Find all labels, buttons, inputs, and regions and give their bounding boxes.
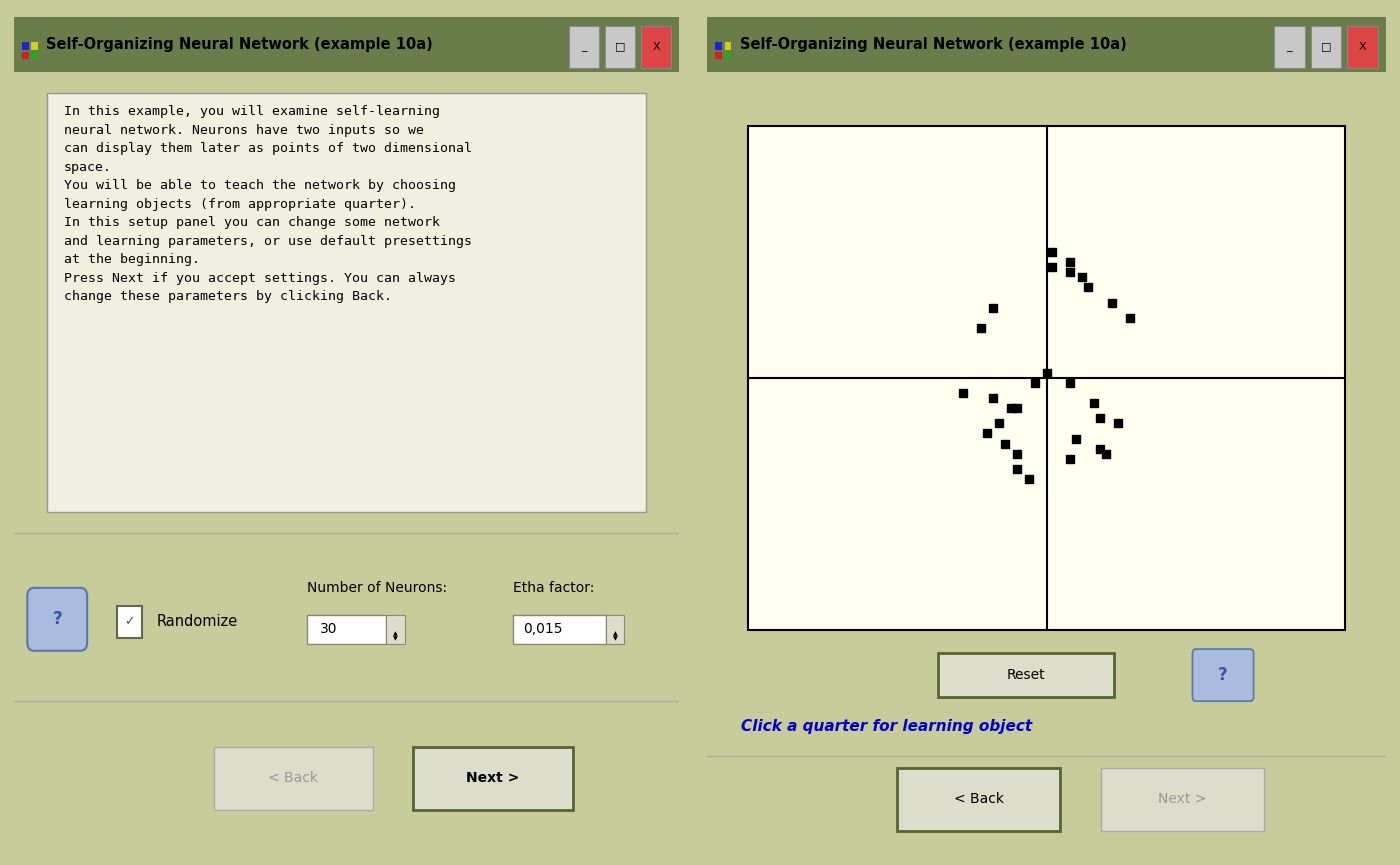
Point: [1060, 376, 1082, 390]
Point: [1107, 416, 1130, 430]
Text: ?: ?: [52, 610, 62, 628]
Bar: [118, 606, 143, 638]
Point: [1077, 280, 1099, 294]
Point: [1065, 432, 1088, 445]
Bar: [938, 653, 1114, 697]
Point: [994, 437, 1016, 451]
Text: Self-Organizing Neural Network (example 10a): Self-Organizing Neural Network (example …: [46, 37, 433, 53]
Point: [1036, 366, 1058, 380]
Point: [1000, 401, 1022, 415]
FancyBboxPatch shape: [27, 588, 87, 650]
Bar: [725, 52, 731, 59]
Text: Number of Neurons:: Number of Neurons:: [307, 581, 447, 595]
Bar: [1347, 26, 1378, 67]
Bar: [707, 17, 1386, 72]
Bar: [307, 615, 386, 644]
Text: Etha factor:: Etha factor:: [512, 581, 594, 595]
Bar: [641, 26, 671, 67]
Bar: [606, 615, 624, 644]
Bar: [715, 42, 722, 50]
Text: Reset: Reset: [1007, 668, 1046, 682]
Bar: [1274, 26, 1305, 67]
Point: [1100, 296, 1123, 310]
Text: ▲
▼: ▲ ▼: [393, 631, 398, 642]
Point: [981, 391, 1004, 405]
Bar: [14, 17, 679, 72]
Bar: [897, 768, 1060, 831]
Bar: [31, 52, 38, 59]
Point: [952, 387, 974, 400]
Point: [1023, 376, 1046, 390]
Bar: [413, 747, 573, 811]
Text: 30: 30: [321, 622, 337, 636]
Text: Self-Organizing Neural Network (example 10a): Self-Organizing Neural Network (example …: [739, 37, 1127, 53]
Point: [981, 301, 1004, 315]
Point: [1005, 446, 1028, 460]
Text: In this example, you will examine self-learning
neural network. Neurons have two: In this example, you will examine self-l…: [64, 106, 472, 304]
Point: [1042, 246, 1064, 260]
Text: < Back: < Back: [269, 772, 318, 785]
Point: [1018, 472, 1040, 486]
Point: [1005, 462, 1028, 476]
Bar: [1310, 26, 1341, 67]
Text: Click a quarter for learning object: Click a quarter for learning object: [741, 719, 1032, 734]
Point: [1060, 255, 1082, 269]
Text: 0,015: 0,015: [522, 622, 563, 636]
Bar: [48, 93, 645, 512]
Bar: [725, 42, 731, 50]
Text: Randomize: Randomize: [157, 614, 238, 629]
Text: _: _: [1287, 42, 1292, 52]
Bar: [213, 747, 372, 811]
Text: ?: ?: [1218, 666, 1228, 684]
Text: < Back: < Back: [953, 792, 1004, 806]
Point: [1060, 266, 1082, 279]
Bar: [570, 26, 599, 67]
Bar: [605, 26, 636, 67]
Bar: [715, 52, 722, 59]
Text: _: _: [581, 42, 587, 52]
Bar: [748, 126, 1345, 630]
Text: Next >: Next >: [1158, 792, 1207, 806]
Point: [970, 321, 993, 335]
Text: □: □: [1320, 42, 1331, 52]
Point: [976, 426, 998, 440]
Text: X: X: [652, 42, 659, 52]
Bar: [1100, 768, 1264, 831]
Point: [1089, 442, 1112, 456]
Text: ▲
▼: ▲ ▼: [613, 631, 617, 642]
Text: Next >: Next >: [466, 772, 519, 785]
Point: [1071, 271, 1093, 285]
Text: X: X: [1359, 42, 1366, 52]
Bar: [386, 615, 405, 644]
Text: ✓: ✓: [125, 615, 134, 628]
Point: [1119, 311, 1141, 324]
Point: [1005, 401, 1028, 415]
Bar: [22, 42, 28, 50]
Point: [1089, 412, 1112, 426]
Bar: [22, 52, 28, 59]
Bar: [31, 42, 38, 50]
Point: [1095, 446, 1117, 460]
Point: [1084, 396, 1106, 410]
Bar: [512, 615, 606, 644]
Text: □: □: [615, 42, 626, 52]
Point: [1042, 260, 1064, 274]
FancyBboxPatch shape: [1193, 649, 1253, 702]
Point: [1060, 452, 1082, 465]
Point: [987, 416, 1009, 430]
